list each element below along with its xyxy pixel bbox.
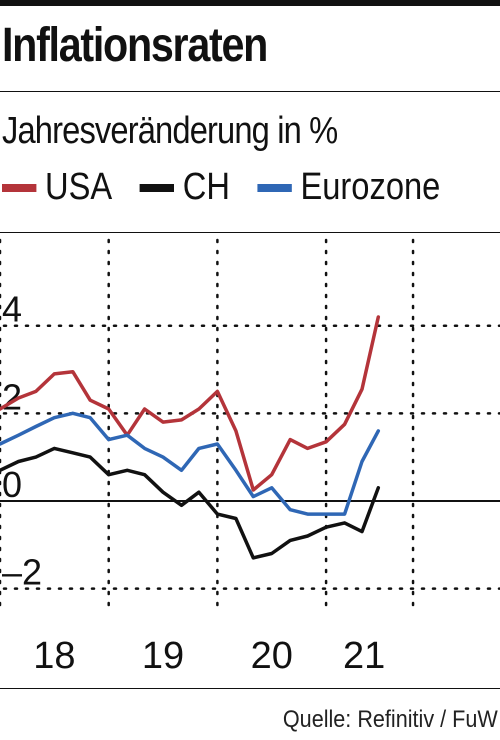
x-tick-label: 20 xyxy=(251,635,293,677)
legend-label-usa: USA xyxy=(45,166,113,208)
chart-title: Inflationsraten xyxy=(2,19,268,72)
top-rule xyxy=(0,0,500,6)
legend-item-ch: CH xyxy=(139,166,230,209)
legend-swatch-ch xyxy=(139,183,175,192)
title-divider xyxy=(0,91,500,92)
y-tick-label: 0 xyxy=(2,464,22,505)
legend: USA CH Eurozone xyxy=(2,166,468,209)
legend-swatch-usa xyxy=(2,183,37,192)
legend-divider xyxy=(0,232,500,233)
y-tick-label: 2 xyxy=(2,376,22,417)
line-chart: 420–218 19 20 21 xyxy=(0,238,500,677)
source-note: Quelle: Refinitiv / FuW xyxy=(283,706,498,733)
x-tick-label: 19 xyxy=(142,635,184,677)
series-line-usa xyxy=(0,315,381,492)
legend-item-usa: USA xyxy=(2,166,112,209)
x-tick-label: 18 xyxy=(33,635,75,677)
legend-label-eurozone: Eurozone xyxy=(300,166,441,208)
y-tick-label: –2 xyxy=(2,552,42,593)
y-tick-label: 4 xyxy=(2,289,22,330)
chart-subtitle: Jahresveränderung in % xyxy=(2,110,338,152)
bottom-divider xyxy=(0,688,500,689)
legend-item-eurozone: Eurozone xyxy=(257,166,440,209)
legend-swatch-eurozone xyxy=(257,183,292,192)
x-tick-label: 21 xyxy=(343,635,385,677)
series-line-ch xyxy=(0,446,381,560)
series-line-eurozone xyxy=(0,411,381,516)
legend-label-ch: CH xyxy=(182,166,230,208)
